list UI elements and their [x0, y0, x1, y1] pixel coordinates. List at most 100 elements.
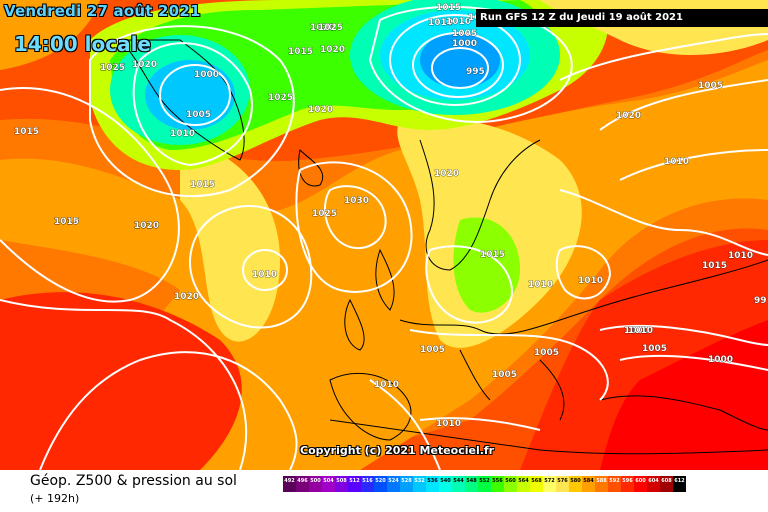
- color-scale-cell: 532: [413, 476, 426, 492]
- color-scale-value: 532: [414, 478, 425, 484]
- color-scale-cell: 552: [478, 476, 491, 492]
- isobar-label: 1010: [374, 380, 399, 390]
- color-scale-cell: 572: [543, 476, 556, 492]
- isobar-label: 1015: [190, 180, 215, 190]
- color-scale-cell: 496: [296, 476, 309, 492]
- isobar-1020-southwest: [0, 299, 248, 470]
- color-scale-value: 568: [531, 478, 542, 484]
- isobar-label: 1020: [132, 60, 157, 70]
- isobar-1005-greenland: [132, 42, 253, 167]
- color-scale-value: 564: [518, 478, 529, 484]
- isobar-label: 1000: [452, 39, 477, 49]
- color-scale-value: 592: [609, 478, 620, 484]
- isobar-label: 1010: [446, 17, 471, 27]
- isobar-label: 1015: [288, 47, 313, 57]
- color-scale-value: 572: [544, 478, 555, 484]
- color-scale-value: 560: [505, 478, 516, 484]
- isobar-1010-north: [368, 5, 573, 123]
- isobar-label: 1020: [320, 45, 345, 55]
- north-africa-coast: [329, 419, 768, 455]
- color-scale: 492 496 500 504 508 512 516 520 524 528 532 536 540 5…: [283, 476, 751, 492]
- z500-field-yellow-atlantic: [180, 140, 280, 342]
- isobar-1000-greenland: [159, 64, 231, 126]
- color-scale-value: 584: [583, 478, 594, 484]
- isobar-label: 1010: [578, 276, 603, 286]
- forecast-date: Vendredi 27 août 2021: [4, 2, 201, 20]
- color-scale-value: 580: [570, 478, 581, 484]
- isobar-label: 1005: [452, 29, 477, 39]
- weather-map: 1025 1020 1000 1005 1010 1015 1020 1020 …: [0, 0, 768, 470]
- isobar-label: 1030: [344, 196, 369, 206]
- isobar-995: [431, 47, 489, 89]
- isobar-label: 1010: [628, 326, 653, 336]
- color-scale-cell: 520: [374, 476, 387, 492]
- isobar-label: 1025: [318, 23, 343, 33]
- color-scale-cell: 576: [556, 476, 569, 492]
- isobar-label: 1020: [308, 105, 333, 115]
- color-scale-value: 512: [349, 478, 360, 484]
- color-scale-value: 588: [596, 478, 607, 484]
- isobar-1015-europe: [425, 245, 513, 324]
- isobar-1000-east: [599, 324, 768, 346]
- color-scale-value: 500: [310, 478, 321, 484]
- forecast-lead-time: (+ 192h): [30, 492, 80, 505]
- isobar-label: 1020: [134, 221, 159, 231]
- color-scale-cell: 604: [647, 476, 660, 492]
- isobar-label: 1010: [428, 18, 453, 28]
- isobar-label: 1005: [186, 110, 211, 120]
- isobar-1010-atlantic-low: [242, 249, 288, 291]
- color-scale-value: 524: [388, 478, 399, 484]
- run-info-banner: Run GFS 12 Z du Jeudi 19 août 2021: [476, 9, 768, 27]
- geopotential-map-svg: 1025 1020 1000 1005 1010 1015 1020 1020 …: [0, 0, 768, 470]
- isobar-label: 1005: [534, 348, 559, 358]
- isobar-1010-iberia: [369, 379, 441, 470]
- isobar-label: 1020: [134, 221, 159, 231]
- isobar-label: 1025: [268, 93, 293, 103]
- legend-bar: Géop. Z500 & pression au sol (+ 192h) 49…: [0, 470, 768, 512]
- isobar-1015-atlantic: [189, 205, 313, 329]
- isobar-1015-northeast: [599, 79, 768, 131]
- isobar-label: 1000: [708, 355, 733, 365]
- color-scale-value: 556: [492, 478, 503, 484]
- z500-field-orange-northwest: [0, 0, 100, 70]
- isobar-1010-far-north: [559, 33, 768, 81]
- color-scale-value: 508: [336, 478, 347, 484]
- iceland-coast: [298, 148, 323, 187]
- isobar-label: 1010: [728, 251, 753, 261]
- color-scale-value: 600: [635, 478, 646, 484]
- isobar-label: 1020: [310, 23, 335, 33]
- isobar-1020-azores: [39, 351, 298, 470]
- color-scale-cell: 528: [400, 476, 413, 492]
- balkans-coast: [539, 359, 565, 421]
- color-scale-value: 544: [453, 478, 464, 484]
- isobar-1010-greenland: [89, 25, 295, 198]
- color-scale-value: 596: [622, 478, 633, 484]
- isobar-label: 1000: [194, 70, 219, 80]
- isobar-label: 1010: [528, 280, 553, 290]
- color-scale-cell: 536: [426, 476, 439, 492]
- isobar-1005-north: [389, 14, 521, 106]
- ireland-coast: [344, 298, 365, 351]
- isobar-1015-west: [0, 87, 180, 303]
- isobar-label: 1015: [54, 217, 79, 227]
- isobars: [0, 5, 768, 470]
- color-scale-value: 536: [427, 478, 438, 484]
- color-scale-cell: 584: [582, 476, 595, 492]
- turkey-coast: [599, 395, 768, 431]
- z500-field-green-europe: [453, 217, 520, 313]
- isobar-label: 1005: [492, 370, 517, 380]
- color-scale-value: 608: [661, 478, 672, 484]
- color-scale-value: 528: [401, 478, 412, 484]
- isobar-1005-balkans: [409, 329, 609, 401]
- isobar-label: 1010: [252, 270, 277, 280]
- color-scale-cell: 556: [491, 476, 504, 492]
- color-scale-cell: 500: [309, 476, 322, 492]
- color-scale-cell: 612: [673, 476, 686, 492]
- isobar-1030-high: [324, 185, 387, 250]
- color-scale-cell: 568: [530, 476, 543, 492]
- color-scale-cell: 564: [517, 476, 530, 492]
- isobar-label: 1025: [312, 209, 337, 219]
- isobar-1010-east: [555, 245, 612, 300]
- isobar-label: 1015: [702, 261, 727, 271]
